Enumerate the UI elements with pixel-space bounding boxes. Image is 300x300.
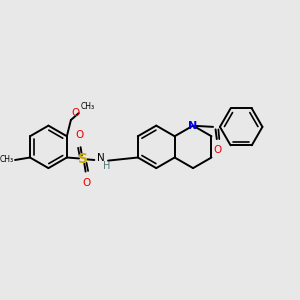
Text: CH₃: CH₃ — [0, 155, 14, 164]
Text: O: O — [72, 108, 80, 118]
Text: N: N — [97, 153, 105, 163]
Text: CH₃: CH₃ — [81, 102, 95, 111]
Text: O: O — [214, 145, 222, 155]
Text: H: H — [103, 160, 111, 171]
Text: O: O — [76, 130, 84, 140]
Text: S: S — [78, 152, 88, 167]
Text: O: O — [82, 178, 90, 188]
Text: N: N — [188, 121, 198, 130]
